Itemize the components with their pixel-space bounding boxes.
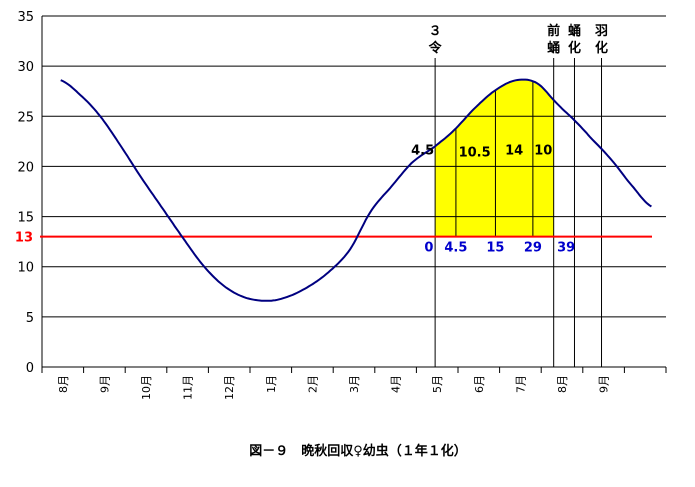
cumulative-label: 39 <box>557 241 575 256</box>
y-tick-label: 0 <box>26 361 34 376</box>
plot-area <box>40 15 667 373</box>
threshold-label: 13 <box>15 231 33 246</box>
y-tick-label: 10 <box>17 261 34 276</box>
x-tick-label: 5月 <box>431 375 444 393</box>
x-tick-label: 9月 <box>98 375 111 393</box>
y-tick-label: 15 <box>17 211 34 226</box>
segment-label: 14 <box>505 143 523 158</box>
x-tick-label: 3月 <box>348 375 361 393</box>
y-tick-label: 20 <box>17 160 34 175</box>
stage-marker-label: 蛹 <box>547 40 560 56</box>
segment-label: 10 <box>534 143 552 158</box>
stage-marker-label: 令 <box>429 40 443 56</box>
stage-marker-label: 化 <box>568 40 581 56</box>
x-tick-label: 9月 <box>598 375 611 393</box>
x-tick-label: 2月 <box>306 375 319 393</box>
segment-label: 4.5 <box>411 143 434 158</box>
segment-label: 10.5 <box>459 145 491 160</box>
cumulative-label: 29 <box>524 241 542 256</box>
x-tick-label: 7月 <box>514 375 527 393</box>
stage-marker-label: ３ <box>429 24 442 39</box>
cumulative-label: 0 <box>424 241 433 256</box>
x-tick-label: 12月 <box>223 375 236 400</box>
y-tick-label: 30 <box>17 60 34 75</box>
series-line <box>60 78 652 302</box>
x-tick-label: 1月 <box>265 375 278 393</box>
shaded-area <box>435 79 554 237</box>
y-tick-label: 35 <box>17 10 34 25</box>
cumulative-label: 15 <box>486 241 504 256</box>
y-tick-label: 25 <box>17 110 34 125</box>
cumulative-label: 4.5 <box>444 241 467 256</box>
x-tick-label: 4月 <box>390 375 403 393</box>
stage-marker-label: 羽 <box>595 24 608 39</box>
stage-marker-label: 前 <box>547 23 560 39</box>
x-tick-label: 8月 <box>57 375 70 393</box>
x-tick-label: 6月 <box>473 375 486 393</box>
x-tick-label: 10月 <box>140 375 153 400</box>
chart-title: 図－９ 晩秋回収♀幼虫（１年１化） <box>249 443 467 459</box>
y-tick-label: 5 <box>26 311 34 326</box>
stage-marker-label: 蛹 <box>568 23 581 39</box>
x-tick-label: 11月 <box>182 375 195 400</box>
stage-marker-label: 化 <box>595 40 608 56</box>
x-tick-label: 8月 <box>556 375 569 393</box>
chart-labels: 0 5 10 15 20 25 30 35 8月 9月 10月 11月 12月 1月 2月 3月 4月 5月 6月 7… <box>15 10 611 400</box>
